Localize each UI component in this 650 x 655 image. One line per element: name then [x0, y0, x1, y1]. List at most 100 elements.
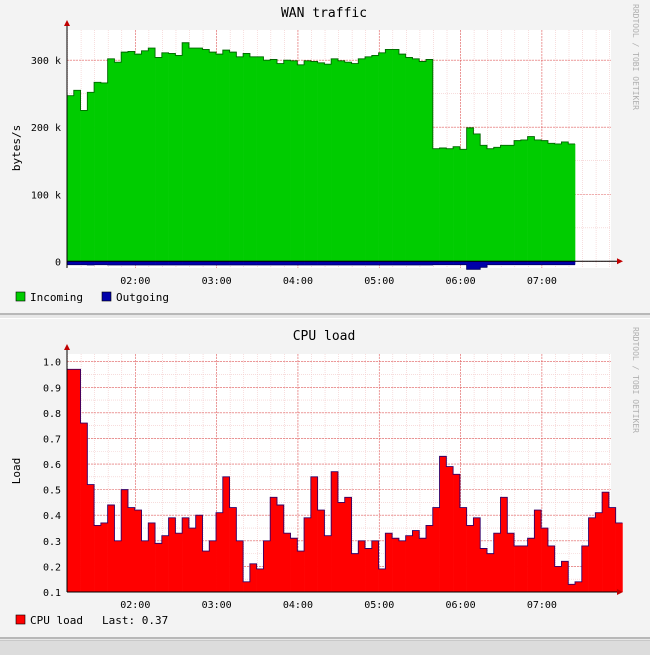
legend-label-outgoing: Outgoing — [116, 291, 169, 304]
x-axis-arrow — [617, 258, 623, 265]
x-axis-arrow — [617, 589, 623, 595]
data-step — [276, 504, 285, 592]
data-step — [155, 543, 163, 592]
data-step — [398, 261, 406, 265]
data-step — [127, 261, 136, 265]
data-step — [527, 261, 535, 265]
data-step — [114, 62, 122, 262]
data-step — [398, 540, 406, 592]
data-step — [107, 504, 115, 592]
data-step — [229, 52, 237, 262]
data-step — [310, 476, 318, 592]
data-step — [554, 261, 562, 265]
data-step — [148, 522, 156, 592]
y-tick-label: 0.4 — [43, 511, 61, 522]
data-step — [371, 540, 379, 592]
data-step — [283, 60, 291, 262]
data-step — [385, 261, 393, 265]
data-step — [121, 489, 129, 592]
data-step — [486, 553, 495, 592]
data-step — [80, 261, 88, 265]
data-step — [412, 58, 420, 262]
data-step — [459, 507, 467, 592]
last-value-text: Last: 0.37 — [102, 614, 168, 627]
y-axis-arrow — [64, 20, 70, 26]
data-step — [222, 261, 230, 265]
legend: Incoming Outgoing — [15, 291, 169, 304]
data-step — [121, 261, 129, 265]
data-step — [378, 52, 386, 262]
data-step — [344, 62, 352, 262]
data-step — [324, 64, 332, 262]
data-step — [527, 538, 535, 592]
data-step — [168, 53, 176, 262]
data-step — [297, 551, 305, 592]
series-incoming — [67, 42, 576, 262]
data-step — [432, 507, 440, 592]
data-step — [493, 147, 501, 262]
y-tick-label: 0 — [55, 257, 61, 268]
data-step — [276, 63, 285, 262]
data-step — [256, 56, 264, 262]
data-step — [236, 56, 244, 262]
data-step — [425, 59, 434, 262]
data-step — [337, 261, 346, 265]
data-step — [148, 48, 156, 262]
data-step — [188, 261, 196, 265]
data-step — [568, 261, 576, 265]
data-step — [195, 48, 203, 262]
data-step — [480, 548, 488, 592]
data-step — [547, 261, 555, 265]
data-step — [453, 261, 461, 265]
data-step — [270, 497, 278, 592]
y-tick-label: 0.3 — [43, 537, 61, 548]
data-step — [114, 261, 122, 265]
data-step — [256, 568, 264, 592]
data-step — [344, 261, 352, 265]
data-step — [134, 261, 142, 265]
data-step — [473, 261, 481, 270]
data-step — [209, 52, 217, 262]
data-step — [249, 563, 257, 592]
data-step — [243, 261, 251, 265]
data-step — [87, 261, 95, 265]
data-step — [155, 57, 163, 262]
data-step — [500, 261, 508, 265]
cpu-load-panel: CPU load Load RRDTOOL / TOBI OETIKER 02:… — [0, 318, 650, 639]
data-step — [317, 510, 325, 592]
data-step — [236, 261, 244, 265]
data-step — [161, 261, 169, 265]
data-step — [100, 522, 108, 592]
data-step — [419, 538, 427, 592]
data-step — [182, 42, 190, 262]
data-step — [270, 261, 278, 265]
data-step — [588, 517, 596, 592]
data-step — [541, 528, 549, 592]
data-step — [419, 61, 427, 262]
data-step — [385, 533, 393, 592]
data-step — [263, 261, 271, 265]
data-step — [107, 261, 115, 265]
data-step — [202, 261, 210, 265]
data-step — [195, 261, 203, 265]
data-step — [615, 522, 623, 592]
data-step — [243, 53, 251, 262]
data-step — [202, 551, 210, 592]
data-step — [466, 525, 474, 592]
data-step — [80, 110, 88, 262]
y-axis-label: bytes/s — [10, 125, 23, 171]
data-step — [405, 535, 413, 592]
data-step — [371, 261, 379, 265]
data-step — [168, 261, 176, 265]
data-step — [507, 145, 515, 262]
data-step — [568, 584, 576, 592]
data-step — [547, 545, 555, 592]
y-tick-label: 200 k — [31, 123, 61, 134]
data-step — [331, 261, 339, 265]
series-cpu-load — [67, 368, 623, 592]
data-step — [276, 261, 285, 265]
data-step — [209, 540, 217, 592]
y-tick-label: 0.5 — [43, 486, 61, 497]
data-step — [263, 60, 271, 262]
